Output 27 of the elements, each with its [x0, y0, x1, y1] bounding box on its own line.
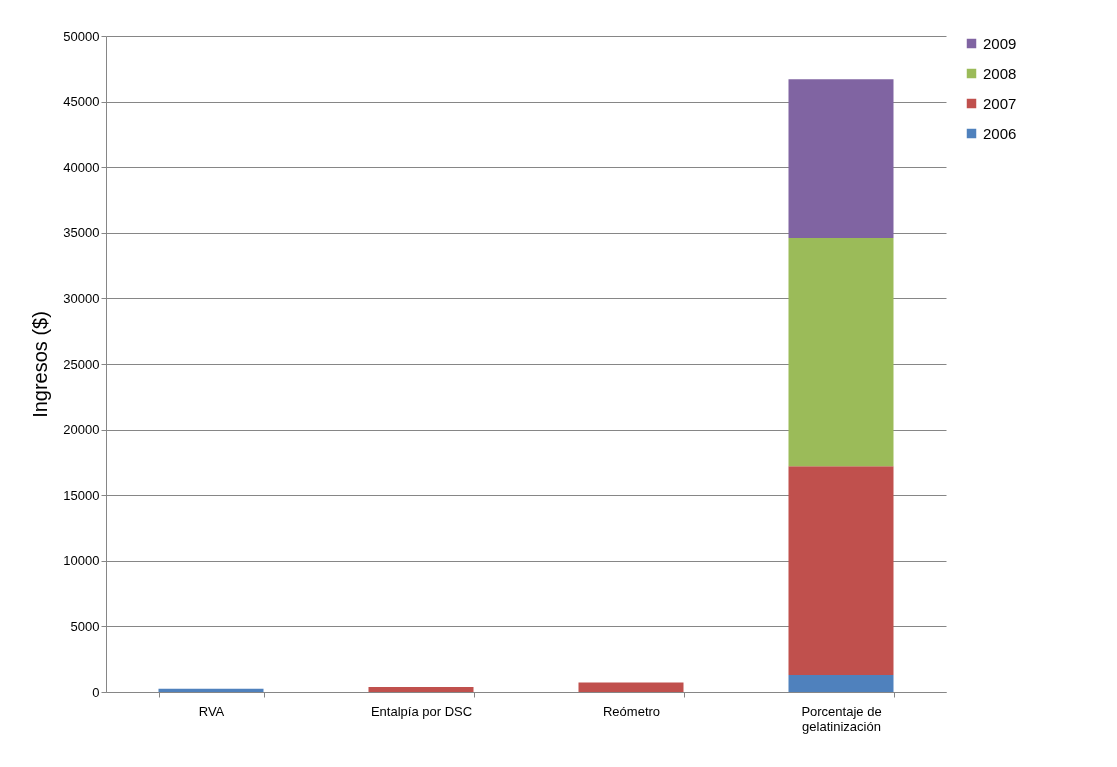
- y-tick-label: 5000: [70, 618, 100, 634]
- y-tick-label: 0: [92, 684, 100, 700]
- y-tick-label: 25000: [63, 356, 100, 372]
- bar: [158, 688, 264, 692]
- legend-label: 2007: [983, 94, 1017, 112]
- bar: [788, 466, 894, 675]
- x-tick-label: Entalpía por DSC: [370, 703, 473, 719]
- y-tick-label: 45000: [63, 94, 100, 110]
- y-tick-label: 40000: [63, 159, 100, 175]
- bar: [578, 682, 684, 692]
- y-tick-label: 10000: [63, 553, 100, 569]
- x-tick-label: Reómetro: [602, 703, 661, 719]
- y-tick-label: 35000: [63, 225, 100, 241]
- y-tick-label: 30000: [63, 290, 100, 306]
- bar: [788, 79, 894, 239]
- x-tick-label: Porcentaje de gelatinización: [801, 703, 882, 734]
- y-tick-label: 15000: [63, 487, 100, 503]
- x-tick-label: RVA: [198, 703, 225, 719]
- legend-label: 2006: [983, 124, 1017, 142]
- legend-label: 2008: [983, 64, 1017, 82]
- bar: [788, 674, 894, 692]
- y-tick-label: 20000: [63, 422, 100, 438]
- legend-label: 2009: [983, 34, 1017, 52]
- y-axis-title: Ingresos ($): [29, 311, 52, 418]
- bar: [368, 687, 474, 692]
- y-tick-label: 50000: [63, 28, 100, 44]
- bar: [788, 238, 894, 467]
